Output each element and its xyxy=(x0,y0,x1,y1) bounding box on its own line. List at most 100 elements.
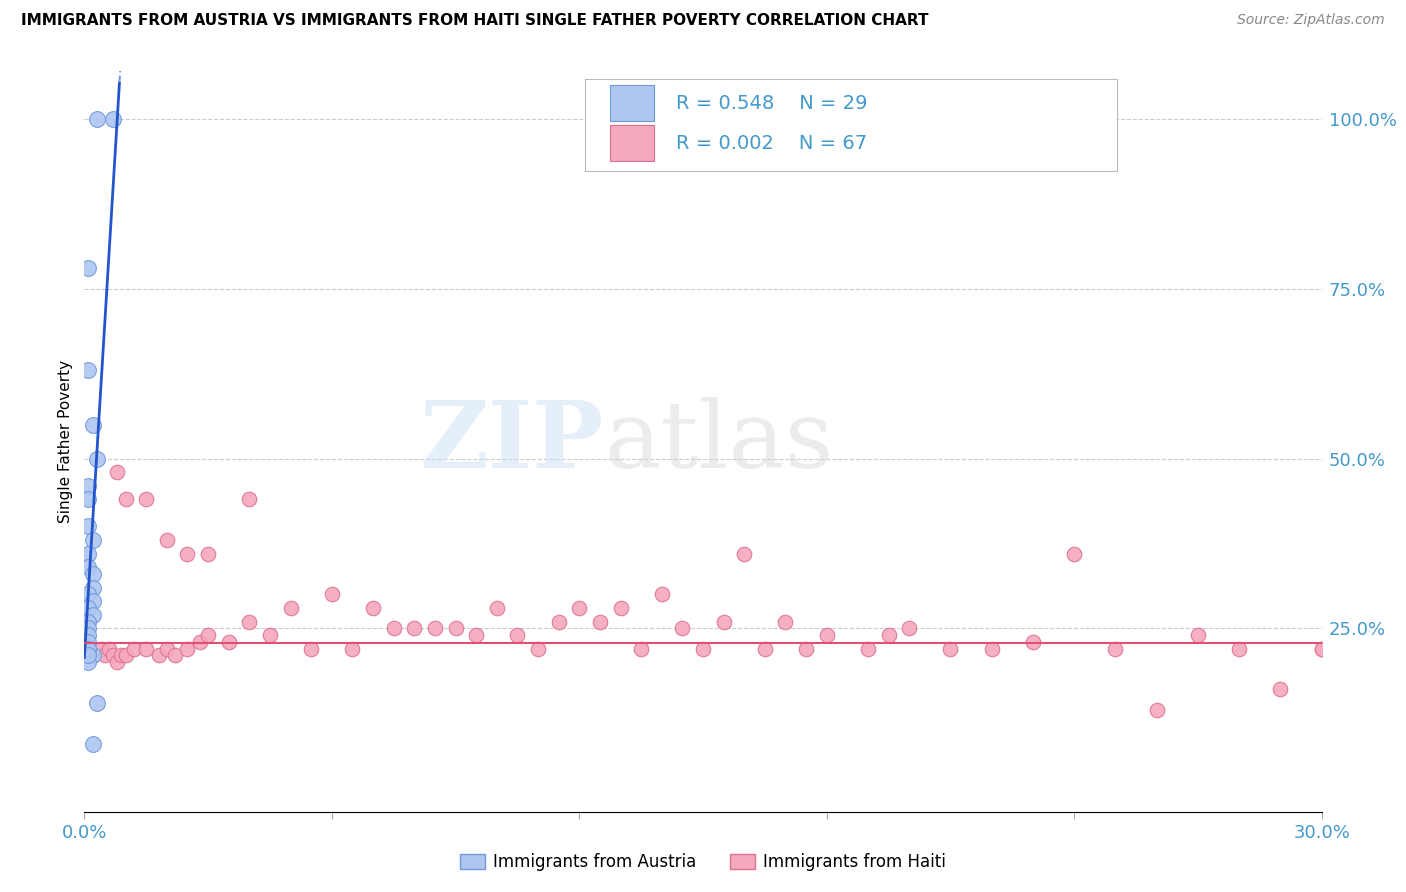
Point xyxy=(1310,641,1333,656)
Point xyxy=(105,465,128,479)
Point xyxy=(280,601,302,615)
Point xyxy=(733,547,755,561)
Point xyxy=(77,641,100,656)
Point xyxy=(98,641,121,656)
Point xyxy=(299,641,322,656)
Point xyxy=(114,648,136,663)
Point xyxy=(898,621,921,635)
Point xyxy=(77,478,100,492)
Point xyxy=(361,601,384,615)
Point xyxy=(82,607,104,622)
Point xyxy=(82,594,104,608)
Point xyxy=(506,628,529,642)
Point xyxy=(609,601,631,615)
Text: atlas: atlas xyxy=(605,397,834,486)
Point xyxy=(197,547,219,561)
Point xyxy=(465,628,488,642)
Text: Source: ZipAtlas.com: Source: ZipAtlas.com xyxy=(1237,13,1385,28)
Point xyxy=(197,628,219,642)
Point xyxy=(321,587,343,601)
Point xyxy=(77,261,100,276)
Point xyxy=(103,112,125,126)
Point xyxy=(77,519,100,533)
Point xyxy=(82,737,104,751)
Point xyxy=(105,655,128,669)
Text: IMMIGRANTS FROM AUSTRIA VS IMMIGRANTS FROM HAITI SINGLE FATHER POVERTY CORRELATI: IMMIGRANTS FROM AUSTRIA VS IMMIGRANTS FR… xyxy=(21,13,928,29)
Point xyxy=(1187,628,1209,642)
Point xyxy=(82,581,104,595)
Point xyxy=(77,492,100,507)
Point xyxy=(165,648,187,663)
Point xyxy=(423,621,446,635)
Point xyxy=(815,628,838,642)
Point xyxy=(939,641,962,656)
Point xyxy=(122,641,145,656)
Point xyxy=(754,641,776,656)
Point xyxy=(114,492,136,507)
Point xyxy=(651,587,673,601)
Point xyxy=(382,621,405,635)
Point xyxy=(238,492,260,507)
Point xyxy=(1146,703,1168,717)
FancyBboxPatch shape xyxy=(585,78,1118,171)
Point xyxy=(110,648,132,663)
Point xyxy=(148,648,170,663)
Point xyxy=(77,655,100,669)
Point xyxy=(1270,682,1292,697)
Point xyxy=(589,615,612,629)
Point xyxy=(1104,641,1126,656)
Point xyxy=(568,601,591,615)
Point xyxy=(775,615,797,629)
Point xyxy=(77,635,100,649)
Point xyxy=(77,363,100,377)
Point xyxy=(156,533,179,547)
Point xyxy=(188,635,211,649)
Point xyxy=(90,641,112,656)
Point xyxy=(86,112,108,126)
Point xyxy=(342,641,364,656)
Point xyxy=(77,628,100,642)
Legend: Immigrants from Austria, Immigrants from Haiti: Immigrants from Austria, Immigrants from… xyxy=(453,847,953,878)
Point xyxy=(176,547,198,561)
Point xyxy=(77,560,100,574)
Point xyxy=(259,628,281,642)
Point xyxy=(1310,641,1333,656)
Point xyxy=(238,615,260,629)
Y-axis label: Single Father Poverty: Single Father Poverty xyxy=(58,360,73,523)
Point xyxy=(404,621,426,635)
Point xyxy=(218,635,240,649)
Point xyxy=(176,641,198,656)
Point xyxy=(77,547,100,561)
Point xyxy=(77,615,100,629)
Point xyxy=(135,641,157,656)
Text: R = 0.548    N = 29: R = 0.548 N = 29 xyxy=(676,94,868,112)
Point xyxy=(77,601,100,615)
Point xyxy=(630,641,652,656)
Point xyxy=(156,641,179,656)
Point xyxy=(485,601,508,615)
Point xyxy=(444,621,467,635)
Point xyxy=(527,641,550,656)
Point xyxy=(547,615,569,629)
Point xyxy=(77,587,100,601)
Point xyxy=(82,417,104,432)
Point xyxy=(86,451,108,466)
Point xyxy=(77,648,100,663)
Point xyxy=(877,628,900,642)
Point xyxy=(713,615,735,629)
Point xyxy=(82,566,104,581)
Point xyxy=(103,648,125,663)
Point xyxy=(82,533,104,547)
Point xyxy=(82,648,104,663)
Text: R = 0.002    N = 67: R = 0.002 N = 67 xyxy=(676,134,868,153)
Point xyxy=(794,641,817,656)
Bar xyxy=(610,125,654,161)
Point xyxy=(77,641,100,656)
Point xyxy=(856,641,879,656)
Point xyxy=(671,621,693,635)
Point xyxy=(86,696,108,710)
Point xyxy=(1063,547,1085,561)
Point xyxy=(980,641,1002,656)
Point xyxy=(1022,635,1045,649)
Point xyxy=(77,621,100,635)
